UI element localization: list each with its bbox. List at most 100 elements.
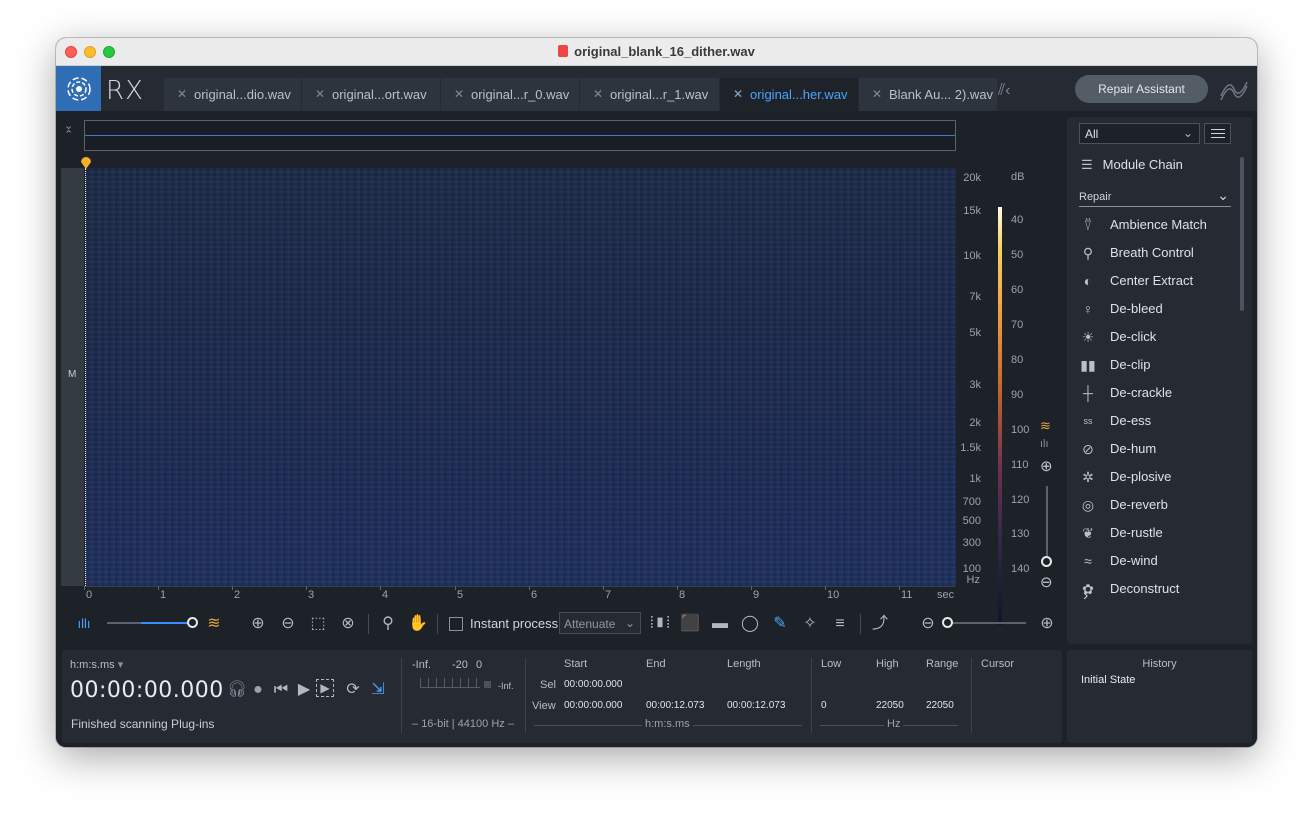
module-item-de-ess[interactable]: ss De-ess <box>1079 410 1152 432</box>
zoom-out-icon[interactable]: ⊖ <box>281 615 295 632</box>
module-chain-item[interactable]: ☰ Module Chain <box>1081 157 1183 173</box>
time-format-select[interactable]: h:m:s.ms ▾ <box>70 658 123 671</box>
brush-selection-icon[interactable]: ✎ <box>773 615 787 632</box>
view-end-value[interactable]: 00:00:12.073 <box>646 700 705 711</box>
tab-file-4[interactable]: ✕ original...r_1.wav <box>580 78 719 111</box>
view-start-value[interactable]: 00:00:00.000 <box>564 700 623 711</box>
module-item-deconstruct[interactable]: ✿ Deconstruct <box>1079 578 1179 600</box>
module-item-center-extract[interactable]: ◐ Center Extract <box>1079 270 1193 292</box>
repair-category-label: Repair <box>1079 191 1112 203</box>
repair-assistant-button[interactable]: Repair Assistant <box>1075 75 1208 103</box>
instant-process-checkbox[interactable] <box>449 617 463 631</box>
zoom-out-vertical-icon[interactable]: ⊖ <box>1040 574 1053 591</box>
low-value[interactable]: 0 <box>821 700 827 711</box>
playhead-marker-icon[interactable] <box>81 157 91 169</box>
tab-overflow-icon[interactable]: ⫽‹ <box>998 82 1011 99</box>
vertical-zoom-knob[interactable] <box>1041 556 1052 567</box>
time-selection-icon[interactable]: ⦙▮⦙ <box>650 615 670 632</box>
hand-tool-icon[interactable]: ✋ <box>408 615 428 632</box>
close-tab-icon[interactable]: ✕ <box>733 87 744 101</box>
document-icon <box>558 45 569 57</box>
view-length-value[interactable]: 00:00:12.073 <box>727 700 786 711</box>
waveform-mode-icon[interactable]: ılı <box>1040 438 1049 450</box>
opacity-slider-knob[interactable] <box>187 617 198 628</box>
horizontal-zoom-slider[interactable] <box>948 622 1026 624</box>
tab-file-1[interactable]: ✕ original...dio.wav <box>164 78 301 111</box>
time-tick-mark <box>899 586 900 590</box>
opacity-slider[interactable] <box>107 622 192 624</box>
tab-file-6[interactable]: ✕ Blank Au... 2).wav <box>859 78 997 111</box>
module-list-scrollbar[interactable] <box>1240 157 1244 311</box>
fade-curve-icon[interactable]: ⤴ <box>871 615 888 632</box>
repair-category-header[interactable]: Repair ⌄ <box>1079 187 1231 207</box>
horizontal-zoom-knob[interactable] <box>942 617 953 628</box>
play-selection-button[interactable]: ▶ <box>316 679 334 697</box>
vertical-zoom-slider[interactable] <box>1046 486 1048 556</box>
range-value[interactable]: 22050 <box>926 700 954 711</box>
close-tab-icon[interactable]: ✕ <box>177 87 188 101</box>
loop-button[interactable]: ⟳ <box>346 681 360 698</box>
harmonic-selection-icon[interactable]: ≡ <box>835 615 845 632</box>
window-title-text: original_blank_16_dither.wav <box>574 44 755 59</box>
close-tab-icon[interactable]: ✕ <box>593 87 604 101</box>
zoom-in-vertical-icon[interactable]: ⊕ <box>1040 458 1053 475</box>
module-item-de-clip[interactable]: ▮▮ De-clip <box>1079 354 1150 376</box>
module-item-de-plosive[interactable]: ✲ De-plosive <box>1079 466 1171 488</box>
headphones-icon[interactable]: 🎧︎ <box>226 681 248 698</box>
zoom-out-horizontal-icon[interactable]: ⊖ <box>921 615 935 632</box>
tab-file-5[interactable]: ✕ original...her.wav <box>720 78 858 111</box>
module-list-menu-button[interactable] <box>1204 123 1231 144</box>
module-filter-select[interactable]: All ⌄ <box>1079 123 1200 144</box>
chevron-down-icon: ⌄ <box>1182 126 1193 140</box>
time-frequency-selection-icon[interactable]: ⬛ <box>680 615 700 632</box>
play-cursor-button[interactable]: ⇲ <box>371 681 385 698</box>
tab-file-2[interactable]: ✕ original...ort.wav <box>302 78 440 111</box>
skip-to-start-button[interactable]: ⏮︎ <box>273 681 289 698</box>
spectrogram-mode-icon[interactable]: ≋ <box>1040 418 1051 433</box>
frequency-selection-icon[interactable]: ▬ <box>712 615 728 632</box>
magic-wand-icon[interactable]: ✧ <box>803 615 817 632</box>
module-item-de-rustle[interactable]: ❦ De-rustle <box>1079 522 1163 544</box>
time-tick-label: 11 <box>901 589 913 601</box>
spectrogram-display[interactable] <box>85 168 956 586</box>
zoom-in-icon[interactable]: ⊕ <box>251 615 265 632</box>
sel-start-value[interactable]: 00:00:00.000 <box>564 679 623 690</box>
spectrogram-area: M <box>61 157 956 586</box>
module-item-breath-control[interactable]: ⚲ Breath Control <box>1079 242 1194 264</box>
channel-strip[interactable]: M <box>61 168 84 586</box>
module-item-de-click[interactable]: ☀ De-click <box>1079 326 1157 348</box>
magnify-tool-icon[interactable]: ⚲ <box>382 615 394 632</box>
module-item-ambience-match[interactable]: ⍢ Ambience Match <box>1079 214 1207 236</box>
close-tab-icon[interactable]: ✕ <box>454 87 465 101</box>
main-area: ⌄ ⌃ M 20k 15k 10k 7k 5k 3k 2k 1.5k 1k 700 500 300 100… <box>56 111 1257 747</box>
zoom-selection-icon[interactable]: ⬚ <box>310 615 326 632</box>
de-wind-icon: ≈ <box>1084 553 1092 569</box>
spectrogram-view-icon[interactable]: ≋ <box>207 615 221 632</box>
module-item-de-crackle[interactable]: ┼ De-crackle <box>1079 382 1172 404</box>
module-item-de-bleed[interactable]: ♀ De-bleed <box>1079 298 1163 320</box>
close-tab-icon[interactable]: ✕ <box>315 87 326 101</box>
tab-file-3[interactable]: ✕ original...r_0.wav <box>441 78 579 111</box>
module-item-de-wind[interactable]: ≈ De-wind <box>1079 550 1158 572</box>
close-window-button[interactable] <box>65 46 77 58</box>
waveform-overview[interactable] <box>84 120 956 151</box>
close-tab-icon[interactable]: ✕ <box>872 87 883 101</box>
time-tick-mark <box>158 586 159 590</box>
attenuate-select[interactable]: Attenuate ⌄ <box>559 612 641 634</box>
play-button[interactable]: ▶ <box>297 681 311 698</box>
collapse-overview-icon[interactable]: ⌄ ⌃ <box>64 120 74 141</box>
module-item-de-hum[interactable]: ⊘ De-hum <box>1079 438 1156 460</box>
zoom-window-button[interactable] <box>103 46 115 58</box>
time-axis-line <box>85 586 955 587</box>
record-button[interactable]: ● <box>253 681 263 698</box>
history-item[interactable]: Initial State <box>1081 674 1136 686</box>
zoom-fit-icon[interactable]: ⊗ <box>341 615 355 632</box>
expand-panel-icon[interactable]: › <box>1083 587 1089 604</box>
module-item-de-reverb[interactable]: ◎ De-reverb <box>1079 494 1168 516</box>
zoom-in-horizontal-icon[interactable]: ⊕ <box>1040 615 1054 632</box>
waveform-view-icon[interactable]: ıllı <box>77 616 91 631</box>
lasso-selection-icon[interactable]: ◯ <box>741 615 759 632</box>
high-value[interactable]: 22050 <box>876 700 904 711</box>
izotope-logo-icon[interactable] <box>56 66 101 111</box>
minimize-window-button[interactable] <box>84 46 96 58</box>
